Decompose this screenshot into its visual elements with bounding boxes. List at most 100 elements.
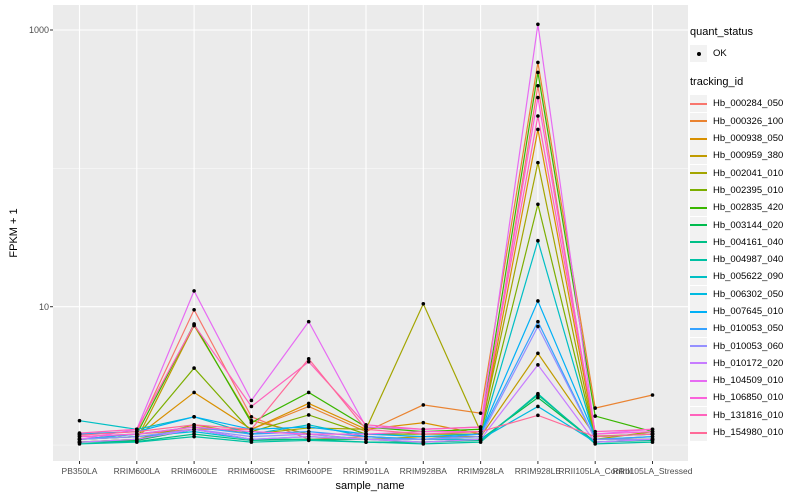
legend-item-tracking-id: Hb_104509_010 bbox=[690, 372, 798, 390]
legend-label: Hb_010053_050 bbox=[713, 323, 784, 335]
legend-label: Hb_004161_040 bbox=[713, 236, 784, 248]
legend-key bbox=[690, 164, 707, 182]
legend-item-tracking-id: Hb_002395_010 bbox=[690, 181, 798, 199]
x-tick-label: PB350LA bbox=[61, 466, 98, 476]
data-point-Hb_000284_050 bbox=[192, 307, 196, 312]
legend-item-tracking-id: Hb_000326_100 bbox=[690, 112, 798, 130]
data-point-Hb_005622_090 bbox=[536, 238, 540, 243]
legend-key bbox=[690, 233, 707, 251]
data-point-Hb_002041_010 bbox=[536, 160, 540, 165]
data-point-Hb_154980_010 bbox=[650, 432, 655, 436]
legend-label: Hb_010172_020 bbox=[713, 357, 784, 369]
legend-item-tracking-id: Hb_006302_050 bbox=[690, 285, 798, 303]
point-marker-icon bbox=[696, 51, 701, 56]
data-point-Hb_131816_010 bbox=[306, 359, 311, 364]
data-point-Hb_010053_060 bbox=[421, 437, 426, 442]
line-swatch-icon bbox=[690, 120, 707, 123]
legend-title-tracking-id: tracking_id bbox=[690, 76, 744, 89]
data-point-Hb_003144_020 bbox=[536, 395, 540, 400]
legend-key bbox=[690, 130, 707, 148]
data-point-Hb_131816_010 bbox=[536, 114, 540, 118]
legend-item-tracking-id: Hb_106850_010 bbox=[690, 389, 798, 407]
data-point-Hb_010053_050 bbox=[536, 319, 540, 324]
legend-key bbox=[690, 354, 707, 372]
legend-item-tracking-id: Hb_005622_090 bbox=[690, 268, 798, 286]
data-point-Hb_010053_050 bbox=[364, 434, 368, 439]
data-point-Hb_007645_010 bbox=[536, 299, 540, 303]
x-tick-label: RRII105LA_Stressed bbox=[612, 466, 693, 476]
data-point-Hb_000938_050 bbox=[421, 420, 426, 425]
data-point-Hb_154980_010 bbox=[593, 434, 597, 439]
legend-item-tracking-id: Hb_000284_050 bbox=[690, 95, 798, 113]
data-point-Hb_154980_010 bbox=[77, 433, 82, 437]
legend-label: Hb_004987_040 bbox=[713, 254, 784, 266]
x-tick-label: RRIM928BA bbox=[399, 466, 447, 476]
line-swatch-icon bbox=[690, 189, 707, 192]
legend-item-tracking-id: Hb_003144_020 bbox=[690, 216, 798, 234]
data-point-Hb_106850_010 bbox=[306, 432, 311, 436]
legend-key bbox=[690, 216, 707, 234]
legend-key bbox=[690, 285, 707, 303]
line-swatch-icon bbox=[690, 327, 707, 330]
data-point-Hb_131816_010 bbox=[364, 423, 368, 427]
y-tick-label: 1000 bbox=[28, 25, 49, 35]
legend-label: Hb_002041_010 bbox=[713, 167, 784, 179]
data-point-Hb_006302_050 bbox=[536, 404, 540, 409]
data-point-Hb_000284_050 bbox=[536, 84, 540, 88]
data-point-Hb_002835_420 bbox=[306, 390, 311, 395]
x-axis-title: sample_name bbox=[335, 480, 405, 492]
legend-label: Hb_104509_010 bbox=[713, 375, 784, 387]
legend-label: Hb_002395_010 bbox=[713, 184, 784, 196]
y-axis-title: FPKM + 1 bbox=[8, 208, 20, 258]
legend-label: Hb_154980_010 bbox=[713, 427, 784, 439]
line-swatch-icon bbox=[690, 379, 707, 382]
data-point-Hb_131816_010 bbox=[249, 404, 254, 409]
data-point-Hb_131816_010 bbox=[478, 425, 483, 429]
data-point-Hb_005622_090 bbox=[77, 418, 82, 423]
legend-label: Hb_007645_010 bbox=[713, 306, 784, 317]
legend-item-tracking-id: Hb_002835_420 bbox=[690, 199, 798, 217]
data-point-Hb_004987_040 bbox=[478, 440, 483, 444]
data-point-Hb_104509_010 bbox=[77, 437, 82, 442]
legend-key bbox=[690, 181, 707, 199]
data-point-Hb_007645_010 bbox=[192, 415, 196, 419]
data-point-Hb_000326_100 bbox=[650, 393, 655, 397]
legend-item-tracking-id: Hb_131816_010 bbox=[690, 406, 798, 424]
data-point-Hb_010172_020 bbox=[650, 437, 655, 442]
data-point-Hb_154980_010 bbox=[364, 427, 368, 432]
line-swatch-icon bbox=[690, 154, 707, 157]
x-tick-label: RRIM600LE bbox=[170, 466, 218, 476]
line-swatch-icon bbox=[690, 224, 707, 227]
data-point-Hb_154980_010 bbox=[306, 357, 311, 361]
data-point-Hb_106850_010 bbox=[364, 432, 368, 436]
legend-item-tracking-id: Hb_004987_040 bbox=[690, 251, 798, 269]
legend-key bbox=[690, 112, 707, 130]
data-point-Hb_007645_010 bbox=[306, 425, 311, 429]
data-point-Hb_000938_050 bbox=[192, 390, 196, 395]
legend-key bbox=[690, 199, 707, 217]
legend-item-quant-status: OK bbox=[690, 45, 798, 63]
data-point-Hb_010172_020 bbox=[364, 437, 368, 442]
data-point-Hb_004987_040 bbox=[364, 440, 368, 444]
legend-item-tracking-id: Hb_010053_050 bbox=[690, 320, 798, 338]
data-point-Hb_131816_010 bbox=[192, 322, 196, 327]
legend-key bbox=[690, 424, 707, 442]
legend-quant-status-items: OK bbox=[690, 45, 798, 63]
line-swatch-icon bbox=[690, 345, 707, 348]
data-point-Hb_131816_010 bbox=[593, 429, 597, 434]
data-point-Hb_154980_010 bbox=[478, 429, 483, 434]
legend-label: Hb_000938_050 bbox=[713, 133, 784, 145]
line-swatch-icon bbox=[690, 293, 707, 296]
data-point-Hb_010053_050 bbox=[650, 434, 655, 439]
legend-label: Hb_002835_420 bbox=[713, 202, 784, 214]
line-swatch-icon bbox=[690, 275, 707, 278]
data-point-Hb_010053_060 bbox=[536, 324, 540, 329]
data-point-Hb_007645_010 bbox=[421, 434, 426, 439]
legend-key bbox=[690, 406, 707, 424]
line-swatch-icon bbox=[690, 396, 707, 399]
data-point-Hb_154980_010 bbox=[536, 413, 540, 418]
legend-label: Hb_000326_100 bbox=[713, 115, 784, 127]
data-point-Hb_004987_040 bbox=[306, 438, 311, 443]
legend-item-tracking-id: Hb_010053_060 bbox=[690, 337, 798, 355]
